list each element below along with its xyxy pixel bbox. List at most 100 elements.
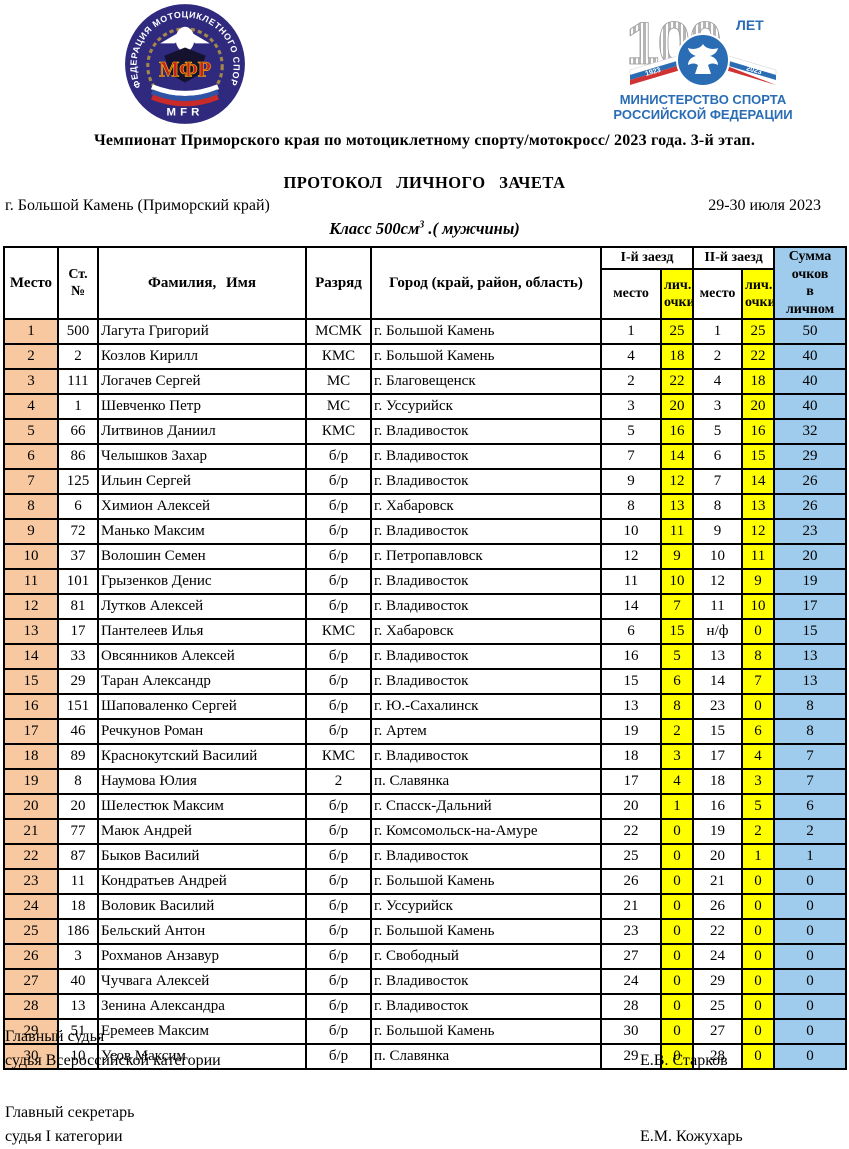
cell-race1-points: 8 (659, 693, 695, 720)
cell-race1-place: 26 (600, 868, 662, 895)
mfr-federation-logo: ФЕДЕРАЦИЯ МОТОЦИКЛЕТНОГО СПОРТА РОССИИ М… (119, 0, 248, 126)
cell-city: г. Владивосток (370, 843, 602, 870)
cell-total-points: 0 (773, 918, 848, 945)
cell-race1-place: 18 (600, 743, 662, 770)
table-row: 10 37 Волошин Семен б/р г. Петропавловск 12 9 1… (3, 543, 848, 570)
cell-race2-points: 11 (741, 543, 776, 570)
cell-city: г. Уссурийск (370, 893, 602, 920)
cell-rank: б/р (305, 968, 372, 995)
cell-city: г. Владивосток (370, 968, 602, 995)
cell-race1-place: 5 (600, 418, 662, 445)
cell-race1-points: 16 (659, 418, 695, 445)
points-header-line2: очки (664, 295, 694, 310)
class-title-prefix: Класс 500см (329, 219, 420, 238)
col-header-rank: Разряд (305, 246, 372, 320)
cell-race1-points: 1 (659, 793, 695, 820)
cell-place: 9 (3, 518, 59, 545)
cell-race1-points: 25 (659, 318, 695, 345)
cell-race2-points: 3 (741, 768, 776, 795)
col-header-race1-place: место (600, 268, 662, 320)
cell-total-points: 8 (773, 718, 848, 745)
cell-start-number: 6 (57, 493, 99, 520)
cell-total-points: 40 (773, 393, 848, 420)
cell-race1-place: 7 (600, 443, 662, 470)
cell-race2-place: н/ф (692, 618, 744, 645)
ministry-year-left: 1923 (645, 67, 662, 78)
cell-total-points: 7 (773, 743, 848, 770)
cell-total-points: 40 (773, 368, 848, 395)
cell-place: 1 (3, 318, 59, 345)
cell-city: г. Петропавловск (370, 543, 602, 570)
table-row: 3 111 Логачев Сергей МС г. Благовещенск 2 22 4 1… (3, 368, 848, 395)
cell-total-points: 0 (773, 1043, 848, 1070)
start-no-line2: № (70, 284, 86, 299)
cell-race2-points: 0 (741, 968, 776, 995)
cell-race2-points: 5 (741, 793, 776, 820)
cell-total-points: 8 (773, 693, 848, 720)
cell-start-number: 11 (57, 868, 99, 895)
cell-race2-points: 0 (741, 1018, 776, 1045)
cell-rider-name: Наумова Юлия (97, 768, 307, 795)
table-row: 30 10 Усов Максим б/р п. Славянка 29 0 28 0 0 (3, 1043, 848, 1070)
cell-place: 15 (3, 668, 59, 695)
cell-rider-name: Химион Алексей (97, 493, 307, 520)
cell-race2-place: 25 (692, 993, 744, 1020)
cell-city: г. Артем (370, 718, 602, 745)
cell-place: 18 (3, 743, 59, 770)
cell-race2-place: 3 (692, 393, 744, 420)
cell-race1-place: 4 (600, 343, 662, 370)
col-header-name: Фамилия, Имя (97, 246, 307, 320)
cell-race2-place: 23 (692, 693, 744, 720)
cell-rank: б/р (305, 943, 372, 970)
cell-race1-points: 4 (659, 768, 695, 795)
ministry-sport-logo: 100 ЛЕТ 1923 2023 МИНИСТЕРСТВО СПОРТА РО… (608, 4, 798, 124)
col-header-start-number: Ст. № (57, 246, 99, 320)
judge-category: судья Всероссийской категории (5, 1052, 221, 1069)
cell-race1-place: 17 (600, 768, 662, 795)
class-title-suffix: .( мужчины) (424, 219, 520, 238)
cell-race1-points: 0 (659, 893, 695, 920)
cell-race1-place: 12 (600, 543, 662, 570)
cell-rank: б/р (305, 643, 372, 670)
eagle-emblem-icon (688, 44, 718, 74)
cell-race2-points: 4 (741, 743, 776, 770)
cell-start-number: 186 (57, 918, 99, 945)
cell-race2-place: 28 (692, 1043, 744, 1070)
cell-race1-points: 12 (659, 468, 695, 495)
cell-total-points: 0 (773, 993, 848, 1020)
cell-place: 19 (3, 768, 59, 795)
cell-race1-place: 30 (600, 1018, 662, 1045)
cell-race1-points: 0 (659, 818, 695, 845)
cell-total-points: 23 (773, 518, 848, 545)
officials-block: Главный судья судья Всероссийской катего… (0, 1028, 849, 1149)
cell-start-number: 3 (57, 943, 99, 970)
cell-race2-points: 7 (741, 668, 776, 695)
table-row: 19 8 Наумова Юлия 2 п. Славянка 17 4 18 3 7 (3, 768, 848, 795)
cell-place: 21 (3, 818, 59, 845)
cell-place: 13 (3, 618, 59, 645)
cell-city: г. Большой Камень (370, 343, 602, 370)
cell-start-number: 18 (57, 893, 99, 920)
event-dates: 29-30 июля 2023 (708, 197, 821, 214)
cell-rank: б/р (305, 568, 372, 595)
cell-race2-points: 0 (741, 868, 776, 895)
col-header-race2-points: лич. очки (741, 268, 776, 320)
cell-rider-name: Манько Максим (97, 518, 307, 545)
cell-start-number: 2 (57, 343, 99, 370)
cell-rank: б/р (305, 993, 372, 1020)
cell-rank: б/р (305, 693, 372, 720)
col-header-city: Город (край, район, область) (370, 246, 602, 320)
cell-place: 28 (3, 993, 59, 1020)
cell-rider-name: Шевченко Петр (97, 393, 307, 420)
cell-race2-place: 10 (692, 543, 744, 570)
col-header-race1: I-й заезд (599, 246, 695, 270)
cell-rank: б/р (305, 493, 372, 520)
col-header-race1-points: лич. очки (659, 268, 695, 320)
cell-rider-name: Краснокутский Василий (97, 743, 307, 770)
cell-race1-place: 15 (600, 668, 662, 695)
cell-place: 25 (3, 918, 59, 945)
cell-race2-points: 6 (741, 718, 776, 745)
cell-race1-points: 14 (659, 443, 695, 470)
cell-race1-points: 10 (659, 568, 695, 595)
cell-race1-place: 22 (600, 818, 662, 845)
